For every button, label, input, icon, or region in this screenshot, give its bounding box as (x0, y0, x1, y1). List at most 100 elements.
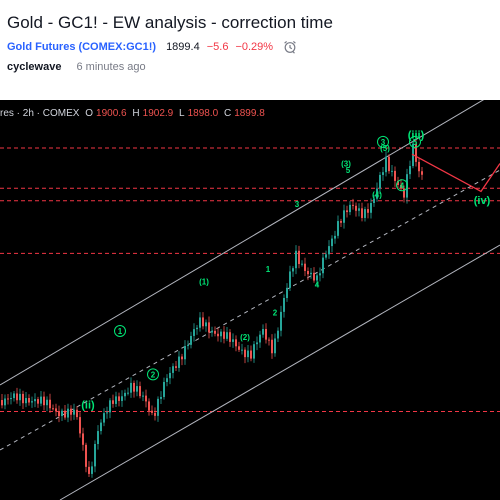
candle-body (127, 392, 129, 394)
candle-body (139, 386, 141, 397)
candle-body (133, 382, 135, 392)
candle-body (184, 346, 186, 360)
candle-body (52, 408, 54, 410)
candle-body (124, 392, 126, 397)
candle-body (136, 386, 138, 392)
idea-title: Gold - GC1! - EW analysis - correction t… (7, 13, 333, 32)
candle-body (10, 398, 12, 400)
price-chart[interactable]: (ii) 1 2 (1) (2) 1 2 3 4 (3) 5 (4) 3 (5) 4 (iii) 5 (iv) r… (0, 100, 500, 500)
candle-body (190, 335, 192, 345)
wave-label: (3) (341, 160, 351, 169)
legend-open-key: O (85, 108, 94, 119)
wave-label: (2) (240, 333, 250, 342)
candle-body (1, 400, 3, 406)
candle-body (391, 170, 393, 172)
trend-channel (0, 100, 500, 500)
post-time: 6 minutes ago (76, 61, 146, 73)
candle-body (199, 317, 201, 328)
candle-body (298, 250, 300, 264)
candle-body (67, 408, 69, 418)
candle-body (37, 399, 39, 404)
candle-body (196, 327, 198, 330)
candle-body (103, 413, 105, 423)
candle-body (244, 349, 246, 358)
candle-body (268, 339, 270, 341)
candle-body (25, 398, 27, 404)
candle-body (283, 298, 285, 312)
candle-body (31, 401, 33, 403)
wave-label: (4) (372, 191, 382, 200)
candle-body (172, 366, 174, 373)
projection-line (411, 153, 500, 193)
candle-body (373, 198, 375, 203)
candle-body (112, 400, 114, 404)
legend-close: 1899.8 (234, 108, 265, 119)
candle-body (220, 331, 222, 337)
candle-body (91, 466, 93, 474)
candle-body (202, 317, 204, 327)
wave-label: (5) (380, 144, 390, 153)
candle-body (13, 393, 15, 399)
legend-low: 1898.0 (187, 108, 219, 119)
candle-body (400, 184, 402, 189)
wave-label: 5 (413, 138, 418, 147)
last-price: 1899.4 (166, 41, 200, 53)
candle-body (310, 272, 312, 275)
candle-body (334, 235, 336, 239)
symbol-code-link[interactable]: (COMEX:GC1!) (78, 41, 157, 53)
ohlc-legend: res · 2h · COMEX O 1900.6 H 1902.9 L 1898.0… (0, 108, 268, 119)
candle-body (388, 156, 390, 172)
candle-body (121, 396, 123, 401)
candle-body (418, 161, 420, 172)
candle-body (34, 399, 36, 402)
wave-label-circle (147, 368, 159, 381)
wave-label: 3 (381, 138, 386, 147)
candle-body (73, 409, 75, 415)
candle-body (271, 339, 273, 354)
candle-body (16, 393, 18, 401)
wave-label-circle (409, 135, 421, 148)
wave-label: 2 (273, 308, 278, 317)
alarm-clock-icon[interactable] (283, 40, 297, 54)
candle-body (160, 396, 162, 399)
candle-body (346, 210, 348, 213)
candle-body (109, 400, 111, 413)
candle-body (256, 342, 258, 345)
candle-body (151, 410, 153, 413)
wave-label: (iv) (474, 195, 491, 207)
candle-body (403, 188, 405, 198)
candle-body (235, 339, 237, 347)
candle-body (88, 466, 90, 474)
candle-body (70, 408, 72, 415)
candle-body (208, 322, 210, 333)
candle-body (340, 221, 342, 223)
candle-body (379, 174, 381, 189)
candle-body (421, 171, 423, 175)
wave-label: (ii) (81, 399, 95, 411)
candle-body (97, 431, 99, 444)
candle-body (226, 332, 228, 339)
legend-low-key: L (179, 108, 185, 119)
candle-body (118, 396, 120, 401)
author-name-link[interactable]: cyclewave (7, 61, 62, 73)
candle-body (277, 330, 279, 339)
wave-label: (1) (199, 277, 209, 286)
candle-body (253, 344, 255, 359)
candle-body (367, 209, 369, 213)
candle-body (415, 143, 417, 162)
candle-body (7, 398, 9, 400)
candle-body (214, 330, 216, 334)
channel-upper-line (0, 100, 485, 386)
candle-body (145, 395, 147, 402)
candle-body (130, 382, 132, 393)
candle-body (229, 332, 231, 342)
symbol-name-link[interactable]: Gold Futures (7, 41, 76, 53)
channel-mid-line (0, 169, 500, 451)
projection-path (411, 153, 500, 193)
candle-body (85, 444, 87, 467)
candles (1, 137, 423, 478)
symbol-row: Gold Futures (COMEX:GC1!) 1899.4 −5.6 −0… (7, 40, 297, 54)
wave-label-circle (114, 325, 126, 337)
candle-body (178, 356, 180, 368)
